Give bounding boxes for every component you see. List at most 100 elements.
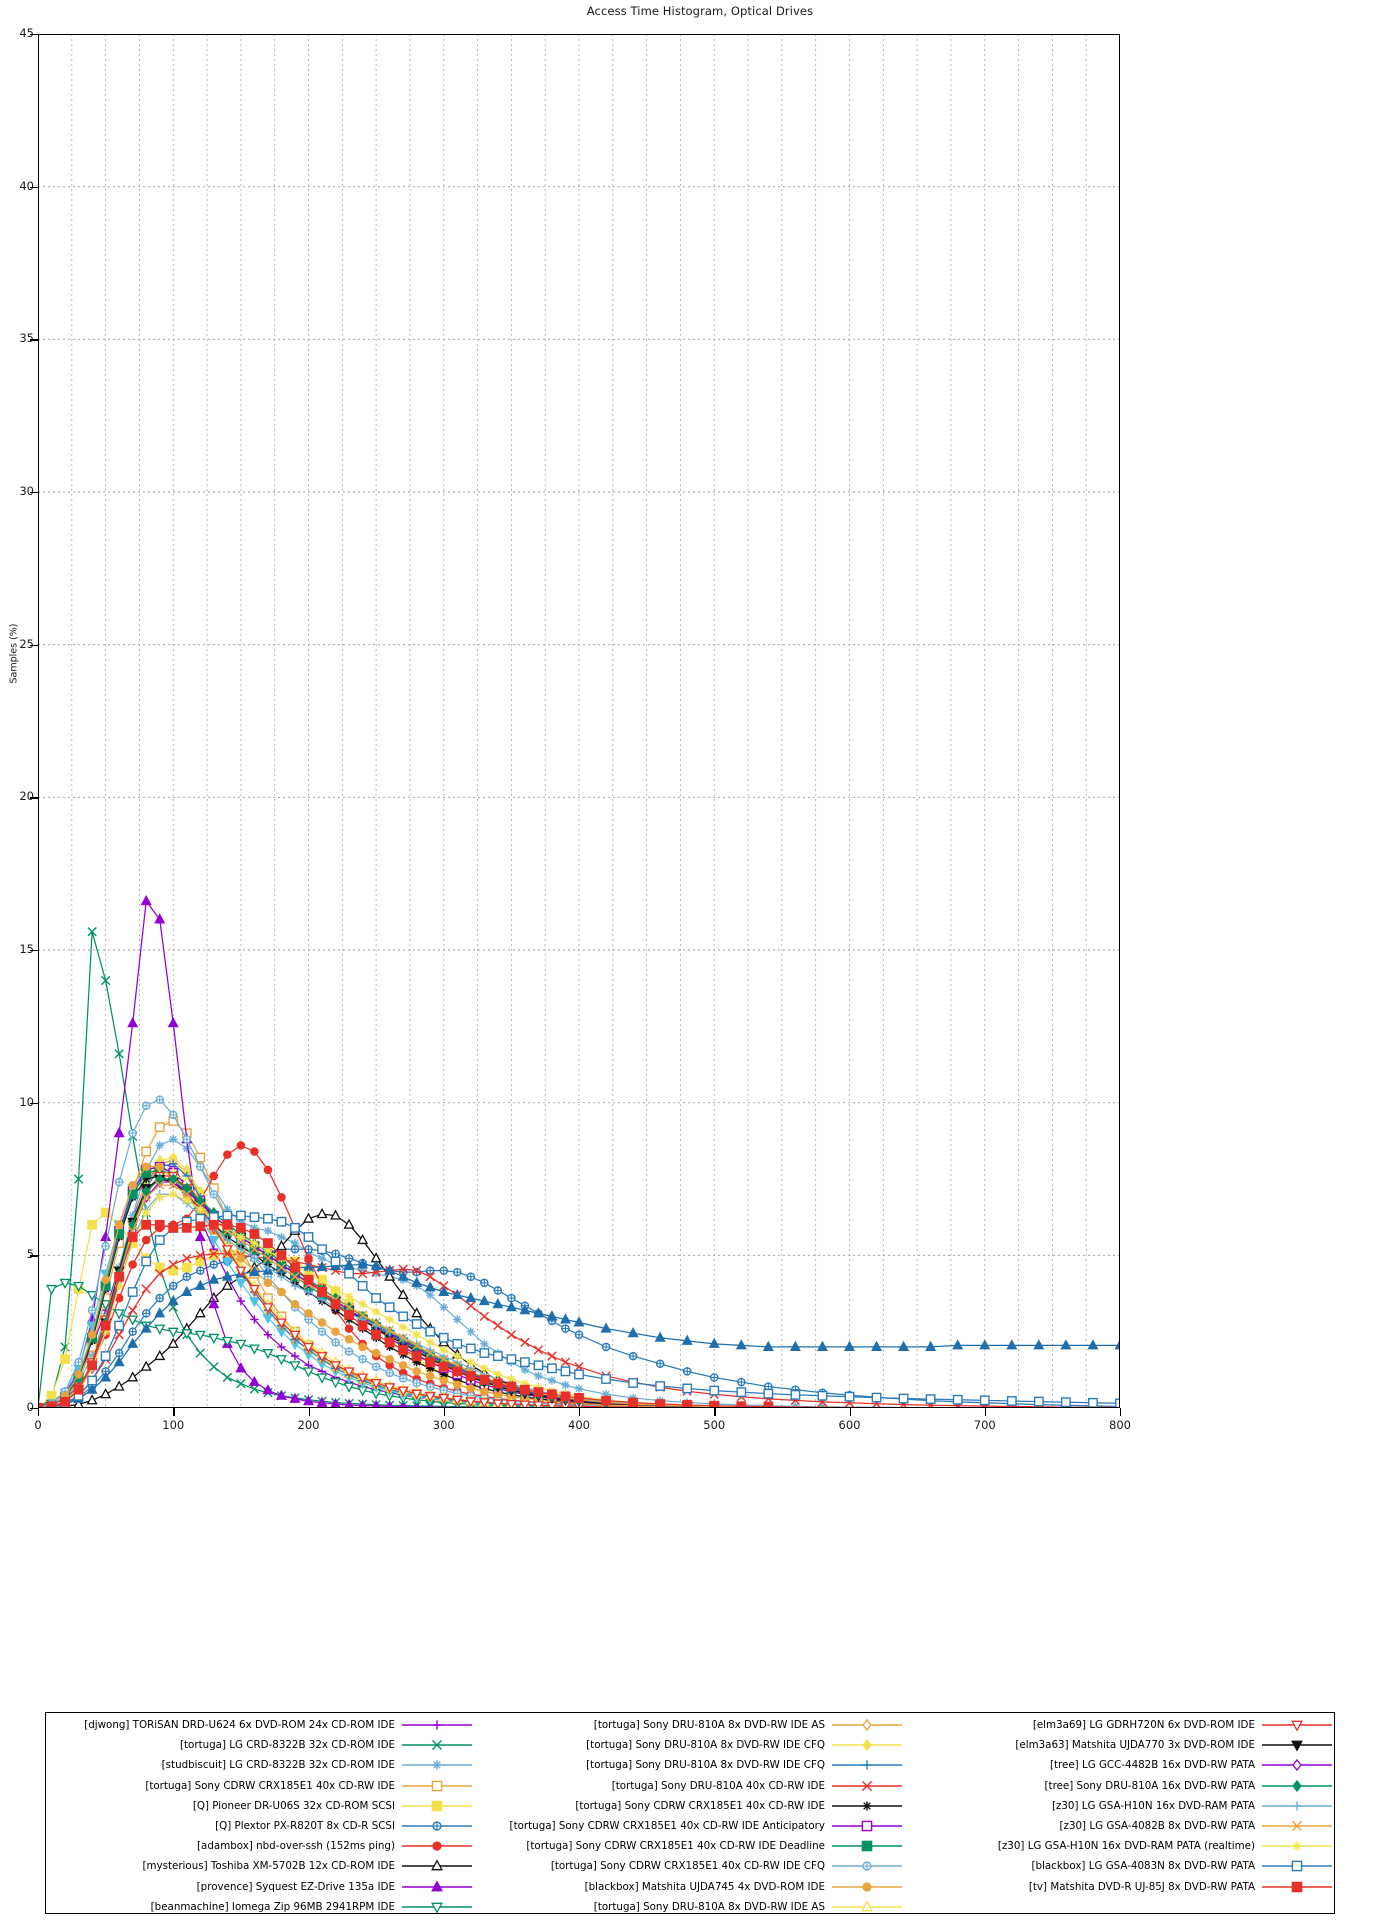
legend-item[interactable]: [tv] Matshita DVD-R UJ-85J 8x DVD-RW PAT…: [906, 1877, 1336, 1897]
legend-item[interactable]: [tortuga] Sony CDRW CRX185E1 40x CD-RW I…: [476, 1796, 906, 1816]
legend-item-label: [tortuga] LG CRD-8322B 32x CD-ROM IDE: [180, 1739, 395, 1752]
page-title: Access Time Histogram, Optical Drives: [586, 4, 814, 18]
legend-swatch-star-icon: [1262, 1841, 1332, 1851]
legend-swatch-diamond-filled-icon: [832, 1739, 902, 1752]
legend-item[interactable]: [mysterious] Toshiba XM-5702B 12x CD-ROM…: [46, 1856, 476, 1876]
legend-item[interactable]: [elm3a63] Matshita UJDA770 3x DVD-ROM ID…: [906, 1735, 1336, 1755]
legend-swatch-square-open-icon: [1262, 1861, 1332, 1872]
y-tick-label: 30: [19, 484, 34, 498]
legend-item-label: [tortuga] Sony CDRW CRX185E1 40x CD-RW I…: [145, 1779, 395, 1792]
legend-swatch-square-open-icon: [402, 1780, 472, 1791]
legend-item[interactable]: [elm3a69] LG GDRH720N 6x DVD-ROM IDE: [906, 1715, 1336, 1735]
x-tick-mark: [443, 1408, 446, 1416]
x-tick-mark: [579, 1408, 581, 1416]
y-tick-mark: [30, 186, 38, 188]
legend-swatch-x-icon: [402, 1740, 472, 1751]
y-tick-mark: [30, 950, 38, 952]
legend-item-label: [elm3a63] Matshita UJDA770 3x DVD-ROM ID…: [1015, 1739, 1255, 1752]
legend-item-label: [elm3a69] LG GDRH720N 6x DVD-ROM IDE: [1032, 1719, 1255, 1732]
legend-swatch-circle-open-icon: [832, 1861, 902, 1872]
legend-item[interactable]: [tortuga] Sony CDRW CRX185E1 40x CD-RW I…: [476, 1856, 906, 1876]
y-tick-label: 5: [26, 1247, 34, 1262]
x-tick-mark: [849, 1408, 851, 1416]
legend-swatch-star-icon: [402, 1760, 472, 1771]
legend-swatch-star-icon: [832, 1801, 902, 1811]
y-tick-label: 25: [19, 636, 34, 651]
legend-item-label: [Q] Plextor PX-R820T 8x CD-R SCSI: [215, 1820, 395, 1833]
legend-item-label: [tree] LG GCC-4482B 16x DVD-RW PATA: [1049, 1759, 1255, 1772]
legend-item[interactable]: [tortuga] Sony DRU-810A 8x DVD-RW IDE CF…: [476, 1755, 906, 1775]
legend-item[interactable]: [tree] LG GCC-4482B 16x DVD-RW PATA: [906, 1755, 1336, 1775]
legend-item-label: [mysterious] Toshiba XM-5702B 12x CD-ROM…: [142, 1860, 395, 1873]
legend-item[interactable]: [tortuga] Sony DRU-810A 8x DVD-RW IDE AS: [476, 1715, 906, 1735]
legend-item[interactable]: [tortuga] Sony DRU-810A 8x DVD-RW IDE AS: [476, 1897, 906, 1917]
legend-item-label: [z30] LG GSA-4082B 8x DVD-RW PATA: [1059, 1820, 1255, 1833]
legend-item[interactable]: [tree] Sony DRU-810A 16x DVD-RW PATA: [906, 1776, 1336, 1796]
legend-swatch-square-filled-icon: [402, 1800, 472, 1812]
legend-swatch-plus-icon: [1262, 1801, 1332, 1811]
legend-item[interactable]: [tortuga] Sony DRU-810A 40x CD-RW IDE: [476, 1776, 906, 1796]
legend-item[interactable]: [blackbox] LG GSA-4083N 8x DVD-RW PATA: [906, 1856, 1336, 1876]
legend-swatch-triangle-down-open-icon: [402, 1902, 472, 1914]
legend-item[interactable]: [Q] Pioneer DR-U06S 32x CD-ROM SCSI: [46, 1796, 476, 1816]
legend-item[interactable]: [tortuga] LG CRD-8322B 32x CD-ROM IDE: [46, 1735, 476, 1755]
legend-swatch-triangle-up-open-icon: [402, 1859, 472, 1871]
legend-item-label: [tortuga] Sony CDRW CRX185E1 40x CD-RW I…: [575, 1799, 825, 1812]
legend-item-label: [z30] LG GSA-H10N 16x DVD-RAM PATA: [1051, 1799, 1255, 1812]
legend-item[interactable]: [beanmachine] Iomega Zip 96MB 2941RPM ID…: [46, 1897, 476, 1917]
legend-item-label: [djwong] TORiSAN DRD-U624 6x DVD-ROM 24x…: [84, 1719, 395, 1732]
legend-swatch-x-icon: [1262, 1820, 1332, 1832]
legend-swatch-square-filled-icon: [832, 1840, 902, 1852]
legend-swatch-circle-filled-icon: [832, 1881, 902, 1892]
x-tick-label: 800: [1109, 1418, 1131, 1432]
legend-item[interactable]: [tortuga] Sony CDRW CRX185E1 40x CD-RW I…: [46, 1776, 476, 1796]
legend-item[interactable]: [djwong] TORiSAN DRD-U624 6x DVD-ROM 24x…: [46, 1715, 476, 1735]
x-tick-mark: [714, 1408, 716, 1416]
legend-item[interactable]: [blackbox] Matshita UJDA745 4x DVD-ROM I…: [476, 1877, 906, 1897]
legend-item[interactable]: [provence] Syquest EZ-Drive 135a IDE: [46, 1877, 476, 1897]
legend-swatch-plus-icon: [832, 1760, 902, 1771]
y-tick-label: 10: [19, 1094, 34, 1109]
legend-item-label: [tv] Matshita DVD-R UJ-85J 8x DVD-RW PAT…: [1028, 1880, 1255, 1893]
legend-item-label: [blackbox] LG GSA-4083N 8x DVD-RW PATA: [1031, 1860, 1255, 1873]
plot-area: [38, 34, 1120, 1408]
legend-item-label: [z30] LG GSA-H10N 16x DVD-RAM PATA (real…: [997, 1840, 1255, 1853]
x-tick-mark: [38, 1408, 40, 1416]
legend-swatch-triangle-down-open-icon: [1262, 1720, 1332, 1732]
legend-item[interactable]: [z30] LG GSA-H10N 16x DVD-RAM PATA (real…: [906, 1836, 1336, 1856]
legend-swatch-square-filled-icon: [1262, 1881, 1332, 1892]
legend-item[interactable]: [studbiscuit] LG CRD-8322B 32x CD-ROM ID…: [46, 1755, 476, 1775]
legend-item-label: [blackbox] Matshita UJDA745 4x DVD-ROM I…: [584, 1880, 825, 1893]
legend: [djwong] TORiSAN DRD-U624 6x DVD-ROM 24x…: [45, 1712, 1335, 1914]
legend-item-label: [tortuga] Sony CDRW CRX185E1 40x CD-RW I…: [550, 1860, 825, 1873]
x-tick-label: 700: [973, 1418, 996, 1432]
legend-item[interactable]: [Q] Plextor PX-R820T 8x CD-R SCSI: [46, 1816, 476, 1836]
x-tick-label: 100: [162, 1418, 185, 1432]
legend-item[interactable]: [tortuga] Sony DRU-810A 8x DVD-RW IDE CF…: [476, 1735, 906, 1755]
legend-item-label: [adambox] nbd-over-ssh (152ms ping): [197, 1840, 395, 1853]
plot-frame: [38, 34, 1120, 1408]
legend-item-label: [tortuga] Sony CDRW CRX185E1 40x CD-RW I…: [526, 1840, 825, 1853]
x-tick-label: 0: [34, 1418, 42, 1432]
legend-swatch-diamond-open-icon: [1262, 1759, 1332, 1772]
legend-column-2: [tortuga] Sony DRU-810A 8x DVD-RW IDE AS…: [476, 1715, 906, 1913]
legend-column-3: [elm3a69] LG GDRH720N 6x DVD-ROM IDE [elm…: [906, 1715, 1336, 1913]
y-tick-label: 15: [19, 942, 34, 956]
series-canvas: [38, 34, 1120, 1408]
legend-swatch-triangle-down-filled-icon: [1262, 1740, 1332, 1752]
legend-item-label: [tortuga] Sony DRU-810A 40x CD-RW IDE: [611, 1779, 825, 1792]
legend-swatch-x-icon: [832, 1780, 902, 1791]
legend-item[interactable]: [tortuga] Sony CDRW CRX185E1 40x CD-RW I…: [476, 1836, 906, 1856]
x-tick-mark: [308, 1408, 310, 1416]
y-tick-mark: [30, 644, 38, 646]
legend-swatch-triangle-up-filled-icon: [402, 1879, 472, 1891]
x-tick-label: 200: [297, 1418, 320, 1432]
legend-item[interactable]: [z30] LG GSA-4082B 8x DVD-RW PATA: [906, 1816, 1336, 1836]
legend-item[interactable]: [tortuga] Sony CDRW CRX185E1 40x CD-RW I…: [476, 1816, 906, 1836]
legend-item[interactable]: [adambox] nbd-over-ssh (152ms ping): [46, 1836, 476, 1856]
legend-swatch-diamond-open-icon: [832, 1718, 902, 1732]
legend-item-label: [provence] Syquest EZ-Drive 135a IDE: [196, 1880, 395, 1893]
legend-item[interactable]: [z30] LG GSA-H10N 16x DVD-RAM PATA: [906, 1796, 1336, 1816]
y-tick-mark: [30, 1102, 38, 1104]
y-tick-label: 35: [19, 331, 34, 346]
